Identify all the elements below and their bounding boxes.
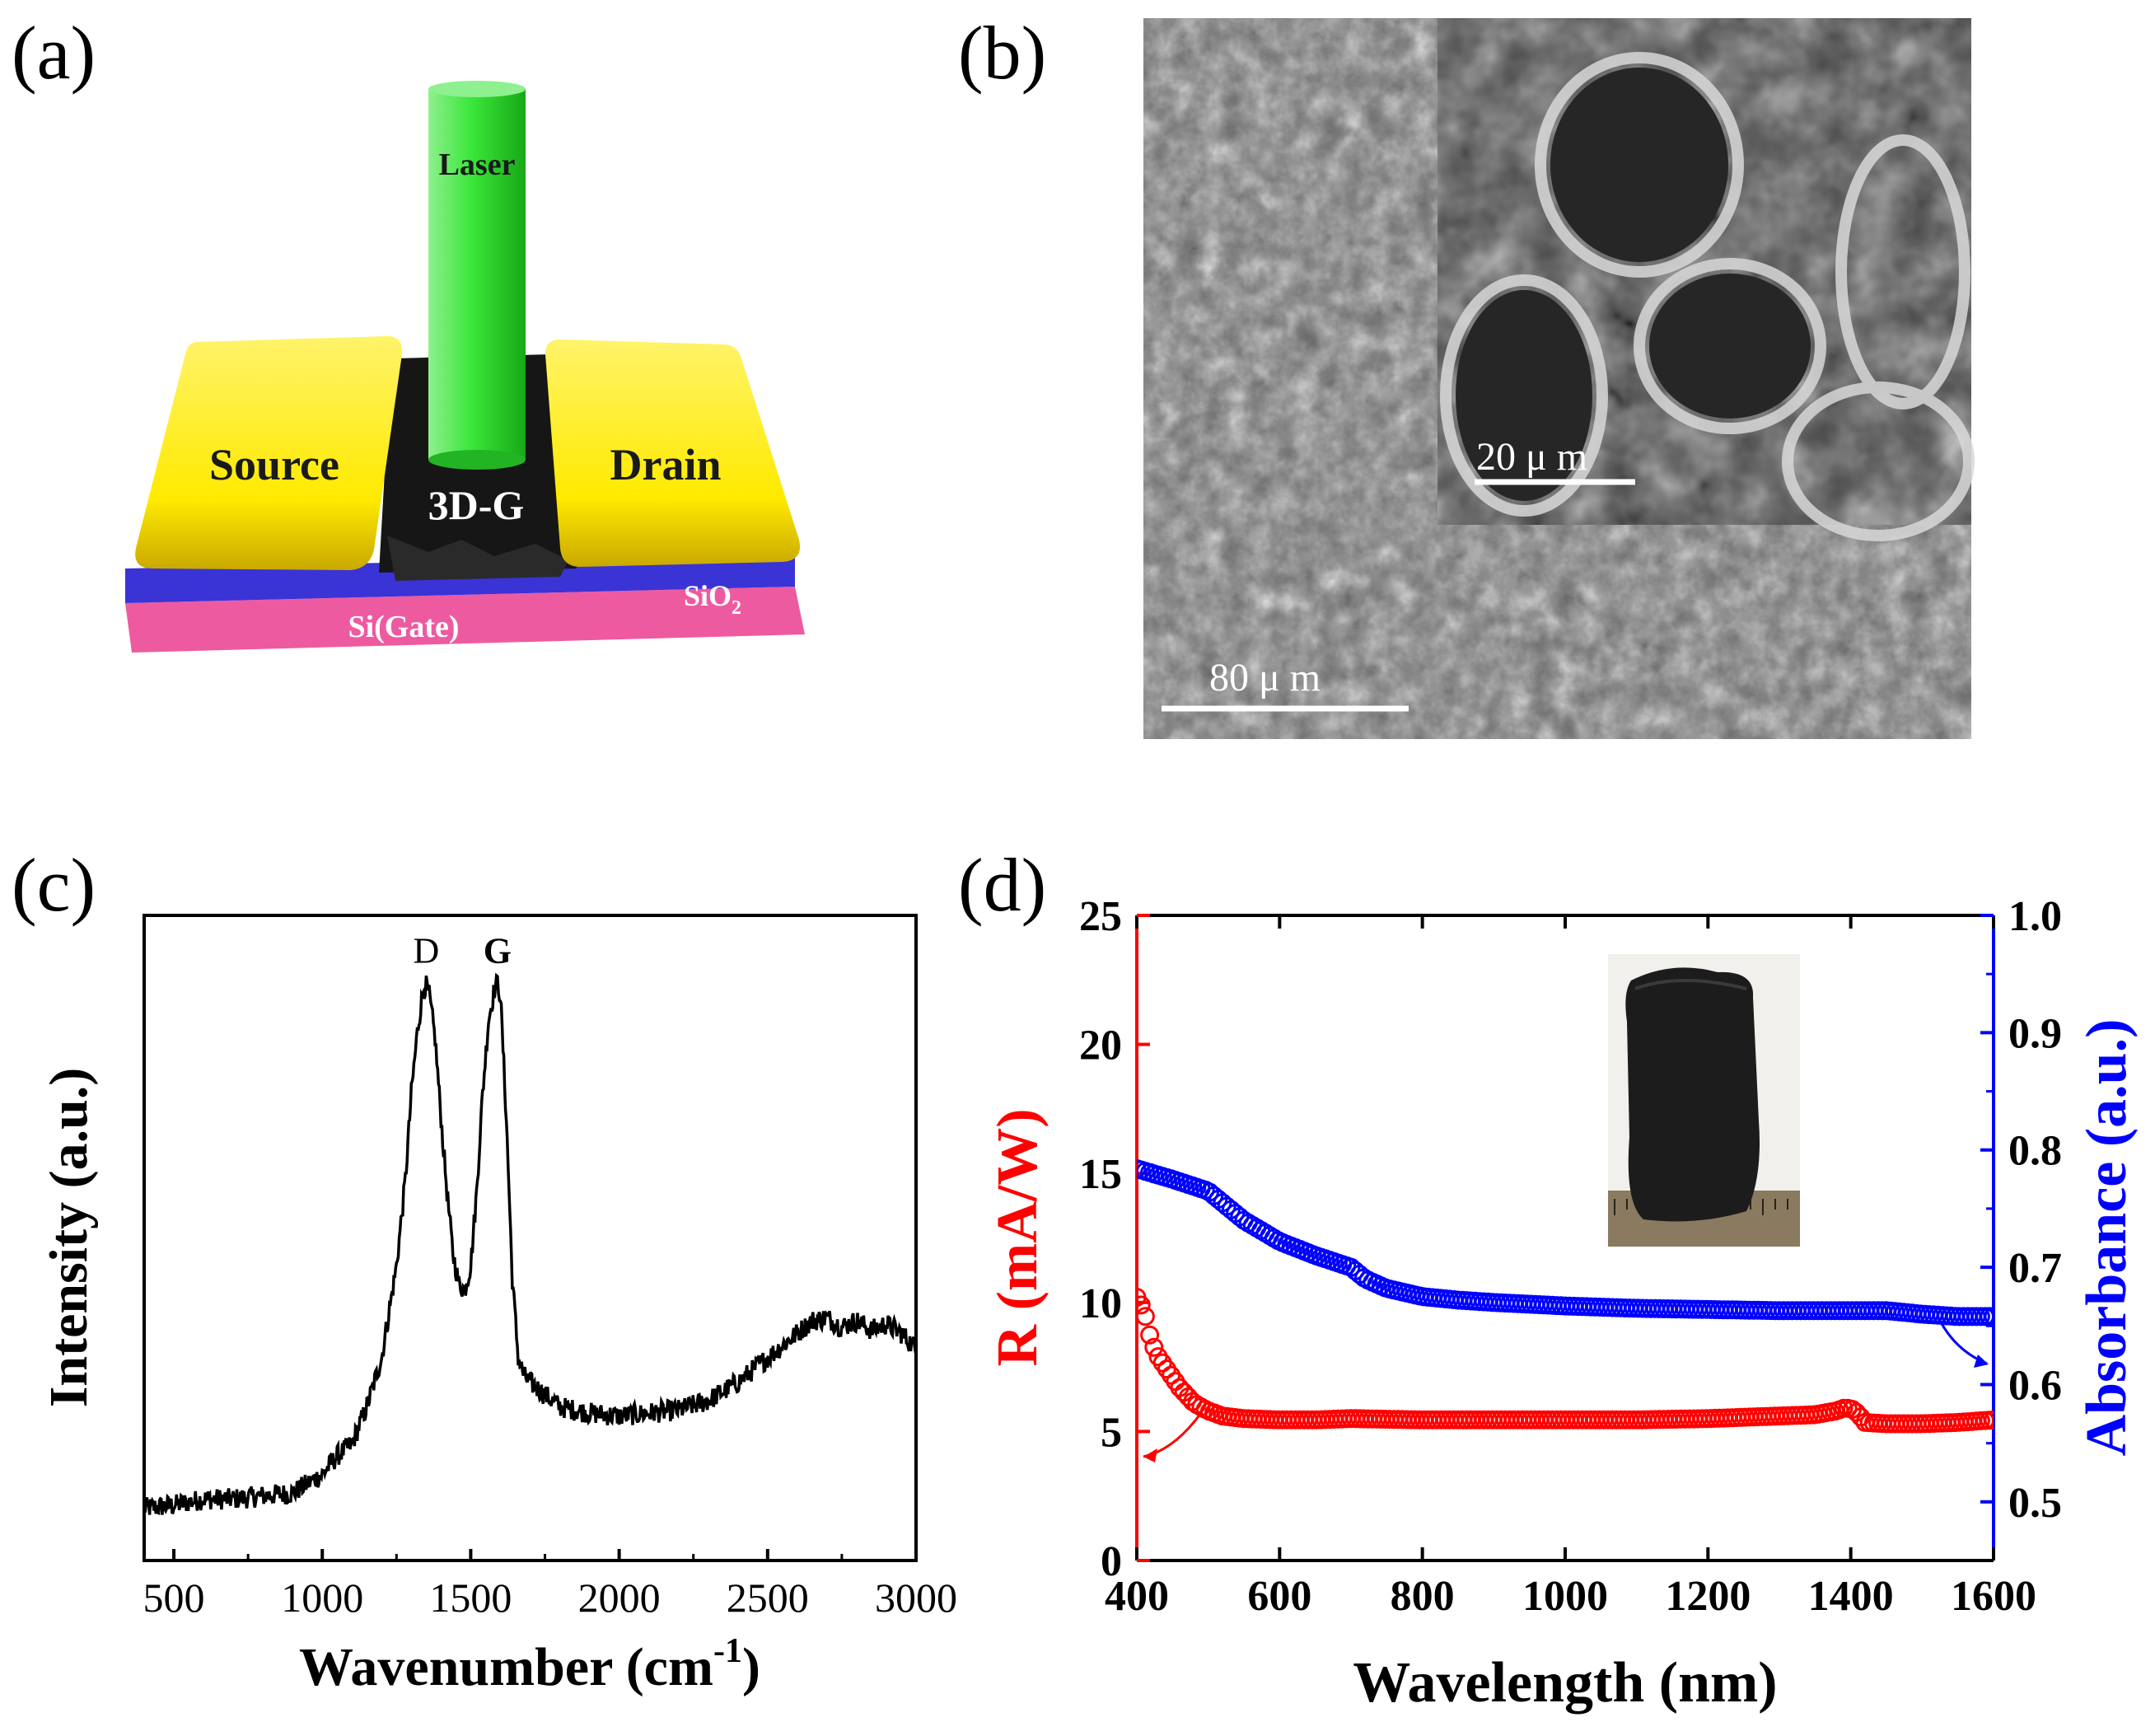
d-y-right-tick-label: 0.6 [2008,1362,2062,1409]
d-inset-sample-photo [1608,954,1800,1247]
laser-label: Laser [439,147,516,182]
d-y-left-tick-label: 5 [1101,1409,1122,1456]
d-x-tick-label: 1000 [1522,1573,1608,1620]
c-x-tick-label: 500 [143,1575,205,1621]
d-point-absorbance [1137,1159,1147,1178]
inset-scale-label: 20 μ m [1476,435,1587,479]
d-series-absorbance [1137,1159,1994,1327]
d-y-right-tick-label: 0.5 [2008,1480,2062,1527]
c-x-tick-label: 1000 [281,1575,363,1621]
d-x-tick-label: 400 [1105,1573,1169,1620]
c-series-raman-line [144,972,916,1516]
c-x-tick-label: 2000 [578,1575,661,1621]
oxide-label: SiO2 [684,579,741,619]
d-tick-labels: 400 600 800 1000 1200 1400 1600 0 5 10 15 20 25 0.5 0.… [1079,893,2062,1620]
c-x-tick-label: 3000 [875,1575,957,1621]
laser-beam-bottom [428,450,526,470]
c-x-tick-labels: 500 1000 1500 2000 2500 3000 [143,1575,957,1621]
d-arrow-to-left-axis [1143,1412,1203,1458]
drain-pad [545,339,801,567]
d-y-left-axis-title: R (mA/W) [986,1109,1049,1367]
d-x-tick-label: 1200 [1665,1573,1751,1620]
d-x-tick-label: 600 [1247,1573,1311,1620]
d-x-axis-title: Wavelength (nm) [1353,1651,1777,1715]
source-label: Source [209,440,339,489]
d-y-left-tick-label: 20 [1079,1022,1122,1069]
graphene-flakes [387,536,568,581]
panel-b-label: (b) [958,11,1046,95]
d-y-left-tick-label: 15 [1079,1151,1122,1198]
d-point-r [1137,1295,1151,1315]
d-x-tick-label: 1400 [1808,1573,1894,1620]
d-point-r [1140,1325,1160,1345]
d-arrow-head-left [1143,1448,1157,1462]
panel-b-sem-image: (b) 20 μ m 80 μ m [958,11,1975,739]
d-y-left-tick-label: 10 [1079,1280,1122,1327]
d-y-right-axis-title: Absorbance (a.u.) [2075,1019,2139,1457]
panel-d-label: (d) [958,843,1046,927]
c-x-ticks [172,1549,918,1561]
d-y-right-tick-label: 0.9 [2008,1010,2062,1057]
d-y-left-tick-label: 25 [1079,893,1122,940]
d-x-tick-label: 800 [1391,1573,1455,1620]
panel-a-device-schematic: (a) Si(Gate) SiO2 3D-G Source Drain Lase… [12,11,805,653]
gate-layer [125,587,805,653]
source-pad [135,336,403,570]
channel-label: 3D-G [428,482,525,528]
laser-beam-top [428,81,526,97]
main-scale-label: 80 μ m [1209,656,1321,700]
d-x-tick-label: 1600 [1951,1573,2036,1620]
c-y-axis-title: Intensity (a.u.) [39,1068,99,1408]
c-x-axis-title: Wavenumber (cm-1) [299,1632,760,1697]
d-point-r [1137,1307,1155,1327]
gate-label: Si(Gate) [348,610,459,644]
d-point-r [1144,1337,1164,1357]
d-y-right-tick-label: 1.0 [2008,893,2062,940]
d-arrow-head-right [1974,1355,1989,1368]
panel-d-responsivity-chart: (d) 400 600 800 1000 1200 1400 1600 0 5 10 15 20 25 0… [958,843,2139,1715]
d-point-r [1984,1410,1994,1430]
c-peak-label-D: D [413,930,439,971]
d-series-responsivity [1137,1288,1994,1434]
panel-c-label: (c) [12,843,96,927]
d-y-left-tick-label: 0 [1101,1538,1122,1585]
sem-inset-pores [1440,52,1975,541]
d-y-right-tick-label: 0.8 [2008,1128,2062,1175]
c-x-tick-label: 2500 [727,1575,809,1621]
laser-beam [428,89,526,460]
drain-label: Drain [610,440,722,489]
c-plot-frame [143,914,918,1562]
d-point-absorbance [1984,1307,1994,1327]
d-y-right-tick-label: 0.7 [2008,1245,2062,1292]
panel-a-label: (a) [12,11,96,95]
c-peak-label-G: G [484,930,512,971]
c-x-tick-label: 1500 [429,1575,512,1621]
sem-inset-pore-voids [1456,68,1811,501]
